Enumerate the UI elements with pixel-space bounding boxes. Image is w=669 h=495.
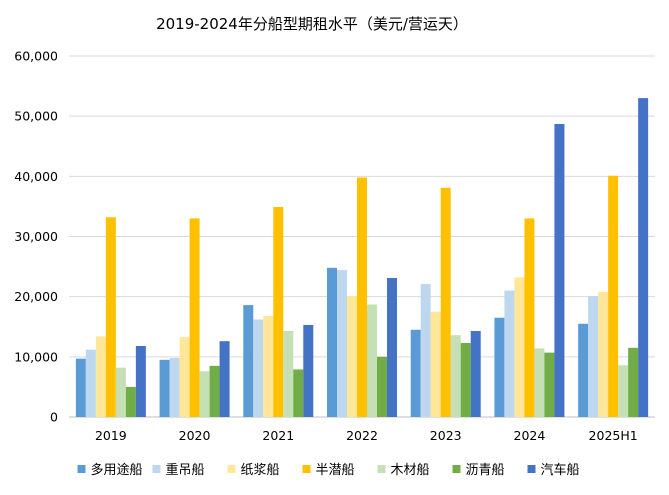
bar xyxy=(105,217,116,417)
bar xyxy=(85,349,96,417)
y-tick-label: 50,000 xyxy=(14,109,58,124)
legend-swatch xyxy=(152,465,161,473)
legend-swatch xyxy=(377,465,386,473)
legend-label: 汽车船 xyxy=(541,462,580,478)
legend-label: 沥青船 xyxy=(466,463,505,478)
bar xyxy=(638,98,649,417)
bar xyxy=(189,218,200,417)
bar xyxy=(440,187,451,417)
bar xyxy=(357,177,367,417)
y-tick-label: 40,000 xyxy=(14,169,58,184)
legend-swatch xyxy=(452,465,461,473)
bar xyxy=(377,356,387,417)
bar xyxy=(169,358,180,417)
bar xyxy=(554,123,565,417)
bar xyxy=(219,341,230,417)
bar xyxy=(450,335,461,417)
bar xyxy=(544,352,555,417)
bar xyxy=(303,324,314,417)
x-tick-label: 2019 xyxy=(95,428,127,443)
y-tick-label: 20,000 xyxy=(14,289,58,304)
bar xyxy=(159,359,170,417)
bar xyxy=(598,291,609,417)
bar xyxy=(410,329,421,417)
bar xyxy=(524,218,535,417)
x-tick-label: 2023 xyxy=(430,428,462,443)
bar xyxy=(514,277,525,417)
legend-swatch xyxy=(302,465,311,473)
bar xyxy=(179,336,190,417)
bar xyxy=(253,319,264,417)
bar xyxy=(367,304,377,417)
bar xyxy=(243,305,254,417)
legend-label: 纸浆船 xyxy=(241,463,280,478)
bars xyxy=(75,98,649,417)
legend-swatch xyxy=(77,465,86,473)
bar xyxy=(494,317,505,417)
y-tick-label: 0 xyxy=(50,410,58,425)
bar xyxy=(327,267,337,417)
bar xyxy=(95,336,106,417)
bar xyxy=(347,296,357,417)
bar xyxy=(618,365,629,417)
bar xyxy=(588,296,599,417)
y-tick-label: 30,000 xyxy=(14,229,58,244)
bar xyxy=(199,371,210,417)
bar xyxy=(263,315,274,417)
bar xyxy=(460,342,471,417)
bar xyxy=(504,290,515,417)
x-tick-label: 2020 xyxy=(179,428,211,443)
bar xyxy=(534,348,545,417)
bar xyxy=(75,358,86,417)
legend: 多用途船 重吊船 纸浆船 半潜船 木材船 沥青船 汽车船 xyxy=(77,462,580,478)
bar xyxy=(115,367,126,417)
x-tick-label: 2025H1 xyxy=(589,428,638,443)
legend-label: 半潜船 xyxy=(316,463,355,478)
bar xyxy=(608,175,619,417)
bar xyxy=(420,284,431,417)
legend-swatch xyxy=(527,465,536,473)
bar xyxy=(470,330,481,417)
x-tick-label: 2022 xyxy=(346,428,378,443)
y-axis: 0 10,000 20,000 30,000 40,000 50,000 60,000 xyxy=(14,49,58,425)
legend-label: 多用途船 xyxy=(91,462,143,478)
bar xyxy=(578,323,589,417)
y-tick-label: 60,000 xyxy=(14,49,58,64)
legend-swatch xyxy=(227,465,236,473)
bar xyxy=(387,278,397,417)
bar xyxy=(628,347,639,417)
legend-label: 木材船 xyxy=(391,463,430,478)
bar xyxy=(209,365,220,417)
chart-title: 2019-2024年分船型期租水平（美元/营运天） xyxy=(156,15,468,33)
x-axis: 2019 2020 2021 2022 2023 2024 2025H1 xyxy=(95,428,638,443)
legend-label: 重吊船 xyxy=(166,462,205,478)
bar xyxy=(293,369,304,417)
bar xyxy=(135,346,146,417)
bar xyxy=(273,207,284,417)
x-tick-label: 2021 xyxy=(262,428,294,443)
y-tick-label: 10,000 xyxy=(14,349,58,364)
bar xyxy=(283,330,294,417)
x-tick-label: 2024 xyxy=(514,428,546,443)
bar xyxy=(430,311,441,417)
bar xyxy=(125,386,136,417)
bar xyxy=(337,270,347,417)
